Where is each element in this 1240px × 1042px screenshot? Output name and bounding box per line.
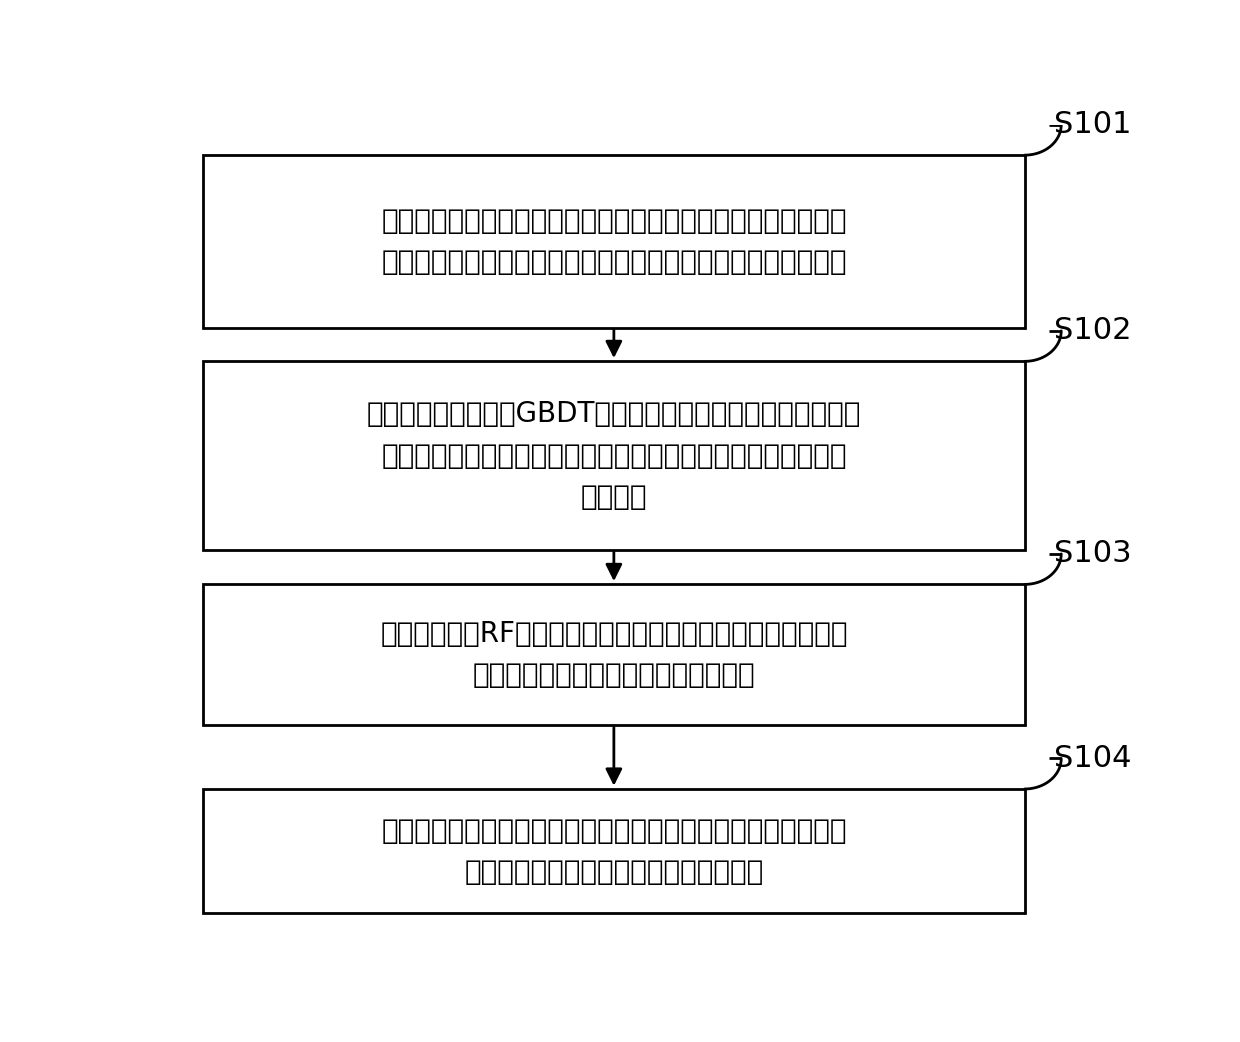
Text: 基于梯度提升决策树GBDT算法对所述黑名单样本库中的异常帐
号和白名单样本库中的正常帐号进行聚类训练，筛选出异常帐号
分类特征: 基于梯度提升决策树GBDT算法对所述黑名单样本库中的异常帐 号和白名单样本库中的… [367, 400, 861, 511]
Text: S103: S103 [1054, 540, 1131, 568]
Text: S101: S101 [1054, 110, 1131, 140]
Text: 根据所述异常帐号分类特征及其对应的贡献度，构建风险评分模
型，所述风险评分模型用于识别异常账号: 根据所述异常帐号分类特征及其对应的贡献度，构建风险评分模 型，所述风险评分模型用… [381, 817, 847, 886]
Text: 根据预设的帐号数据构建黑名单样本库和白名单样本库，所述黑
名单样本库中包括异常帐号，所述白名单样本库中包括正常帐号: 根据预设的帐号数据构建黑名单样本库和白名单样本库，所述黑 名单样本库中包括异常帐… [381, 206, 847, 276]
FancyBboxPatch shape [203, 585, 1024, 725]
FancyBboxPatch shape [203, 789, 1024, 914]
Text: S102: S102 [1054, 317, 1131, 345]
Text: 基于随机森林RF算法对所述异常帐号分类特征进行训练，获取
每一个异常帐号分类特征对应的贡献度: 基于随机森林RF算法对所述异常帐号分类特征进行训练，获取 每一个异常帐号分类特征… [381, 620, 848, 689]
FancyBboxPatch shape [203, 155, 1024, 327]
FancyBboxPatch shape [203, 362, 1024, 550]
Text: S104: S104 [1054, 744, 1131, 773]
